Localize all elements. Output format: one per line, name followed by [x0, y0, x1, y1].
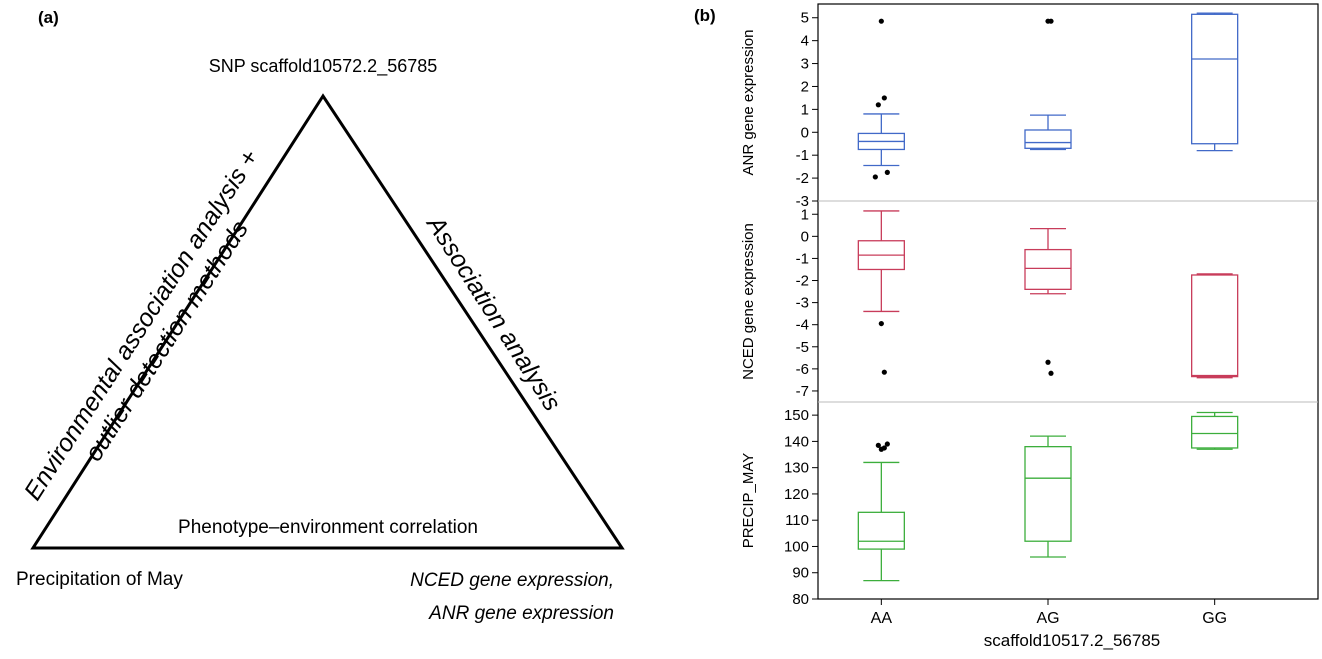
y-tick-label: 130 [784, 460, 809, 477]
chart-marks: -3 -2 -1 0 1 2 3 4 5 ANR gene expression -7 -6 -5 -4 -… [740, 10, 1239, 627]
x-axis-label: scaffold10517.2_56785 [984, 631, 1160, 650]
y-tick-label: 5 [801, 10, 809, 27]
y-tick-label: 90 [792, 565, 809, 582]
y-tick-label: 2 [801, 78, 809, 95]
y-tick-label: -6 [796, 361, 809, 378]
outlier-point [881, 95, 887, 101]
y-tick-label: -1 [796, 147, 809, 164]
outlier-point [884, 169, 890, 175]
bottom-right-line1: NCED gene expression, [410, 570, 614, 591]
bottom-right-line2: ANR gene expression [428, 603, 614, 624]
box [1024, 248, 1072, 291]
panel-a: (a) SNP scaffold10572.2_56785 Environmen… [16, 8, 625, 624]
y-axis-label: NCED gene expression [740, 223, 757, 380]
box [857, 511, 905, 550]
plot-frame [817, 3, 1319, 600]
box [1024, 129, 1072, 149]
y-tick-label: 80 [792, 591, 809, 608]
y-axis-label: PRECIP_MAY [740, 453, 757, 549]
outlier-point [881, 369, 887, 375]
bottom-left-label: Precipitation of May [16, 569, 183, 590]
box [1191, 415, 1239, 449]
bottom-edge-label: Phenotype–environment correlation [178, 517, 478, 538]
y-tick-label: 1 [801, 101, 809, 118]
y-tick-label: 150 [784, 407, 809, 424]
right-edge-label: Association analysis [420, 210, 566, 416]
panel-b: (b) -3 -2 -1 0 1 2 3 4 5 ANR gene expression -7 -6-… [690, 0, 1322, 654]
box [1191, 274, 1239, 378]
y-tick-label: 100 [784, 538, 809, 555]
left-edge-label: Environmental association analysis + out… [19, 145, 264, 506]
box [1191, 13, 1239, 145]
outlier-point [881, 445, 887, 451]
outlier-point [872, 174, 878, 180]
y-tick-label: -1 [796, 250, 809, 267]
y-tick-label: 0 [801, 228, 809, 245]
left-edge-line2: outlier detection methods [79, 216, 253, 466]
top-vertex-label: SNP scaffold10572.2_56785 [209, 56, 438, 77]
x-tick-label: GG [1202, 610, 1227, 627]
y-tick-label: -3 [796, 193, 809, 210]
outlier-point [1048, 18, 1054, 24]
y-tick-label: -2 [796, 273, 809, 290]
y-tick-label: 140 [784, 433, 809, 450]
y-tick-label: 4 [801, 33, 809, 50]
triangle-shape [30, 93, 625, 550]
y-tick-label: 1 [801, 206, 809, 223]
y-axis-label: ANR gene expression [740, 30, 757, 176]
y-tick-label: 110 [785, 512, 809, 529]
x-tick-label: AA [871, 610, 893, 627]
y-tick-label: -4 [796, 317, 809, 334]
outlier-point [878, 18, 884, 24]
y-tick-label: -7 [796, 383, 809, 400]
triangle-diagram: (a) SNP scaffold10572.2_56785 Environmen… [16, 8, 625, 624]
box [1024, 446, 1072, 542]
outlier-point [884, 441, 890, 447]
y-tick-label: -5 [796, 339, 809, 356]
outlier-point [875, 102, 881, 108]
outlier-point [875, 442, 881, 448]
y-tick-label: -3 [796, 295, 809, 312]
x-tick-label: AG [1036, 610, 1059, 627]
y-tick-label: 3 [801, 56, 809, 73]
y-tick-label: 0 [801, 124, 809, 141]
panel-b-label: (b) [694, 6, 716, 25]
y-tick-label: -2 [796, 170, 809, 187]
outlier-point [1045, 359, 1051, 365]
outlier-point [878, 320, 884, 327]
left-edge-line1: Environmental association analysis + [19, 145, 264, 506]
outlier-point [1048, 370, 1054, 376]
panel-a-label: (a) [38, 8, 59, 27]
y-tick-label: 120 [784, 486, 809, 503]
